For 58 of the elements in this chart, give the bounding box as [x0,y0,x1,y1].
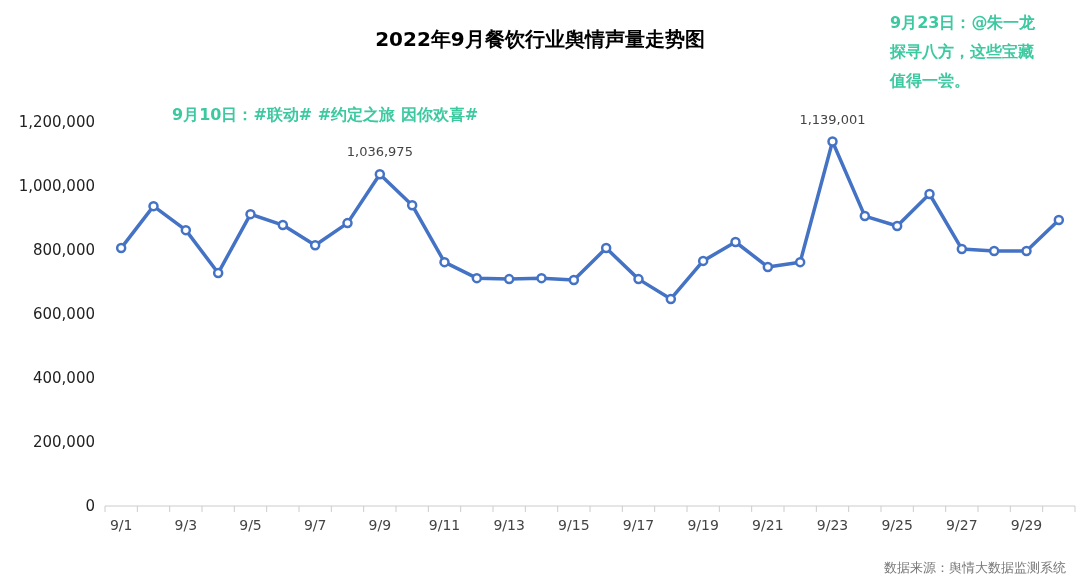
x-tick-label: 9/27 [946,517,978,533]
data-label: 1,036,975 [346,144,413,160]
x-tick-label: 9/7 [303,517,327,533]
point [924,188,935,200]
x-tick-label: 9/3 [174,517,198,533]
x-tick-label: 9/19 [687,517,719,533]
y-tick-label: 200,000 [32,433,95,452]
point [568,274,580,286]
x-tick-label: 9/29 [1010,517,1043,533]
x-tick-label: 9/17 [622,517,655,533]
y-tick-label: 0 [85,497,95,516]
point [697,255,709,267]
x-tick-label: 9/11 [428,517,461,533]
x-tick-label: 9/13 [493,517,525,533]
y-tick-label: 600,000 [32,305,95,324]
x-tick-label: 9/23 [816,517,849,533]
y-tick-label: 800,000 [32,241,95,260]
point [600,242,612,254]
point [406,199,418,211]
point [1053,214,1065,226]
x-tick-label: 9/5 [239,517,262,533]
point [212,267,224,279]
point [730,236,741,248]
source-note: 数据来源：舆情大数据监测系统 [884,560,1066,575]
point [439,256,450,268]
point [277,219,289,231]
point [859,210,871,222]
x-tick-label: 9/9 [368,517,392,533]
point [180,224,192,236]
point [891,220,903,232]
annotation: 9月10日：#联动# #约定之旅 因你欢喜# [172,105,479,124]
x-tick-label: 9/21 [752,517,784,533]
point [245,208,256,220]
data-label: 1,139,001 [799,111,866,127]
point [148,200,159,212]
point [503,273,515,285]
point [956,243,968,255]
point [794,256,806,268]
point [342,217,353,229]
y-tick-label: 400,000 [32,369,95,388]
point [536,272,547,284]
point [665,293,677,305]
point [309,239,321,251]
point [827,136,838,147]
y-tick-label: 1,200,000 [18,113,95,132]
point [374,168,386,180]
point [471,272,483,284]
point [115,242,127,254]
point [988,245,1000,257]
x-tick-label: 9/25 [881,517,913,533]
text: 9月23日：@朱一龙探寻八方，这些宝藏值得一尝。 [889,13,1037,90]
chart-title: 2022年9月餐饮行业舆情声量走势图 [375,27,705,51]
y-tick-label: 1,000,000 [18,177,95,196]
point [633,273,644,285]
point [1021,245,1032,257]
point [762,261,774,273]
x-tick-label: 9/15 [558,517,590,533]
x-tick-label: 9/1 [109,517,133,533]
